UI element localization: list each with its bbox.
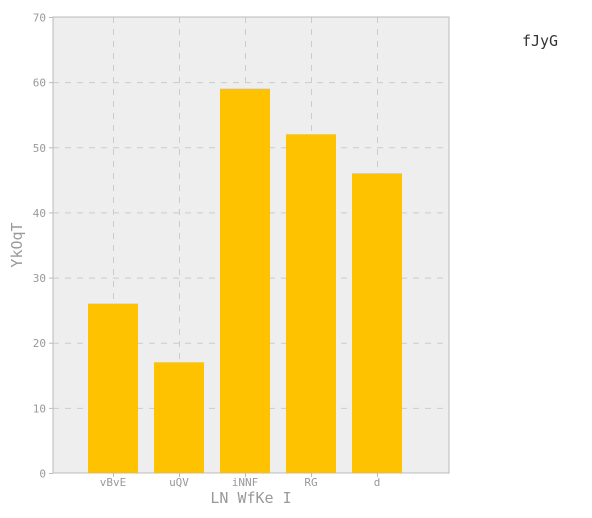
x-tick-label: d [374, 476, 381, 489]
x-tick-label: vBvE [100, 476, 127, 489]
x-tick-label: uQV [169, 476, 189, 489]
bar-RG [286, 134, 336, 473]
bar-iNNF [220, 88, 270, 474]
y-tick-label: 20 [33, 337, 46, 350]
bar-d [352, 173, 402, 474]
y-tick-label: 0 [39, 468, 46, 481]
bars [88, 88, 402, 474]
x-axis-ticks: vBvE uQV iNNF RG d [100, 473, 381, 489]
y-tick-label: 10 [33, 402, 46, 415]
y-tick-label: 50 [33, 142, 46, 155]
x-tick-label: iNNF [232, 476, 259, 489]
y-axis-ticks: 0 10 20 30 40 50 60 70 [33, 12, 53, 481]
x-axis-title: LN WfKe I [210, 489, 291, 507]
y-axis-title: YkOqT [8, 222, 26, 267]
y-tick-label: 40 [33, 207, 46, 220]
plot-frame [52, 16, 450, 474]
bar-uQV [154, 362, 204, 473]
y-tick-label: 60 [33, 77, 46, 90]
y-tick-label: 30 [33, 272, 46, 285]
legend-label: fJyG [522, 32, 558, 50]
bar-vBvE [88, 303, 138, 473]
y-tick-label: 70 [33, 12, 46, 25]
x-tick-label: RG [304, 476, 317, 489]
